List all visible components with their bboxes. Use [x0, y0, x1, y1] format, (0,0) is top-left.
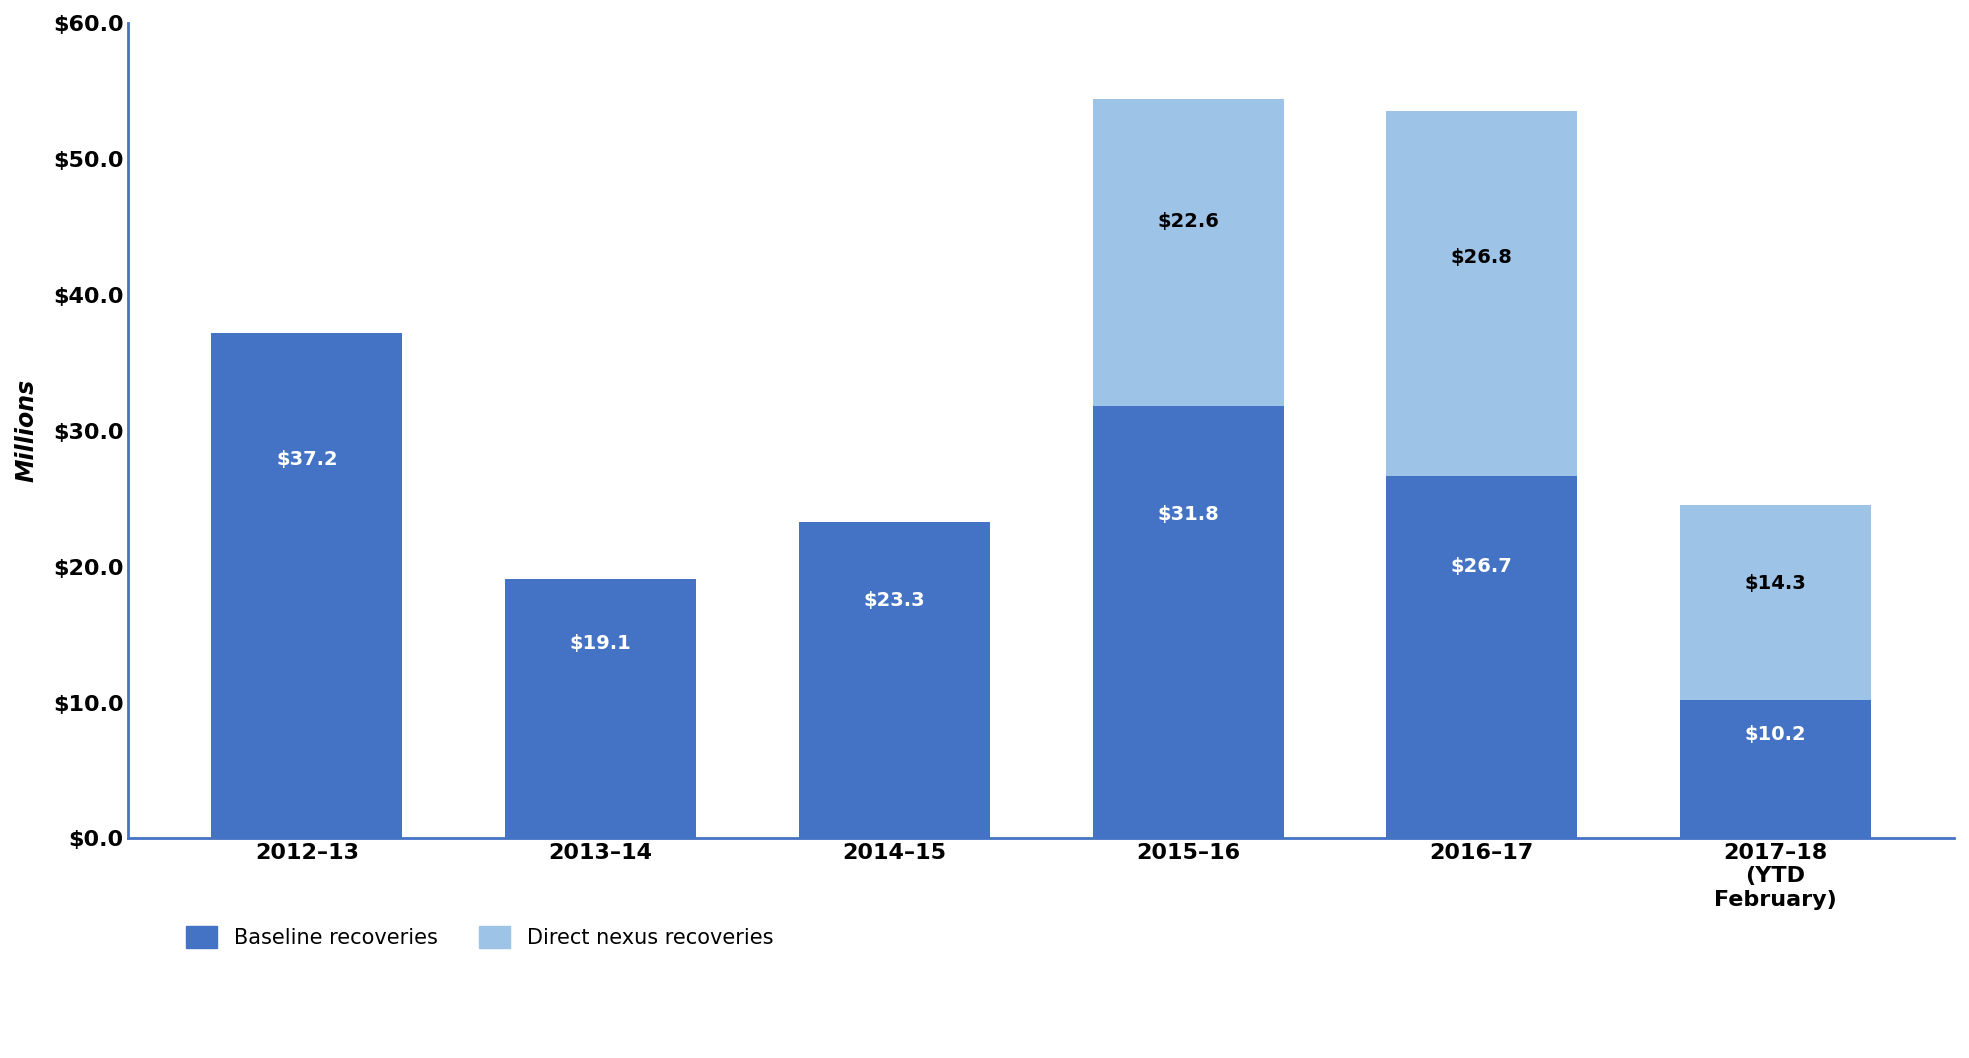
- Text: $26.7: $26.7: [1451, 557, 1512, 576]
- Text: $10.2: $10.2: [1745, 725, 1806, 744]
- Text: $31.8: $31.8: [1158, 505, 1219, 524]
- Bar: [506, 579, 695, 838]
- Bar: [1680, 699, 1871, 838]
- Bar: [1093, 406, 1284, 838]
- Legend: Baseline recoveries, Direct nexus recoveries: Baseline recoveries, Direct nexus recove…: [175, 916, 784, 959]
- Text: $14.3: $14.3: [1745, 573, 1806, 592]
- Bar: [799, 522, 990, 838]
- Text: $37.2: $37.2: [276, 450, 337, 469]
- Bar: [1386, 111, 1577, 475]
- Text: $23.3: $23.3: [864, 591, 925, 610]
- Bar: [1386, 475, 1577, 838]
- Text: $26.8: $26.8: [1451, 248, 1512, 267]
- Text: $22.6: $22.6: [1158, 213, 1219, 232]
- Bar: [1093, 99, 1284, 406]
- Text: $19.1: $19.1: [569, 634, 632, 653]
- Bar: [211, 333, 402, 838]
- Y-axis label: Millions: Millions: [16, 379, 39, 482]
- Bar: [1680, 506, 1871, 699]
